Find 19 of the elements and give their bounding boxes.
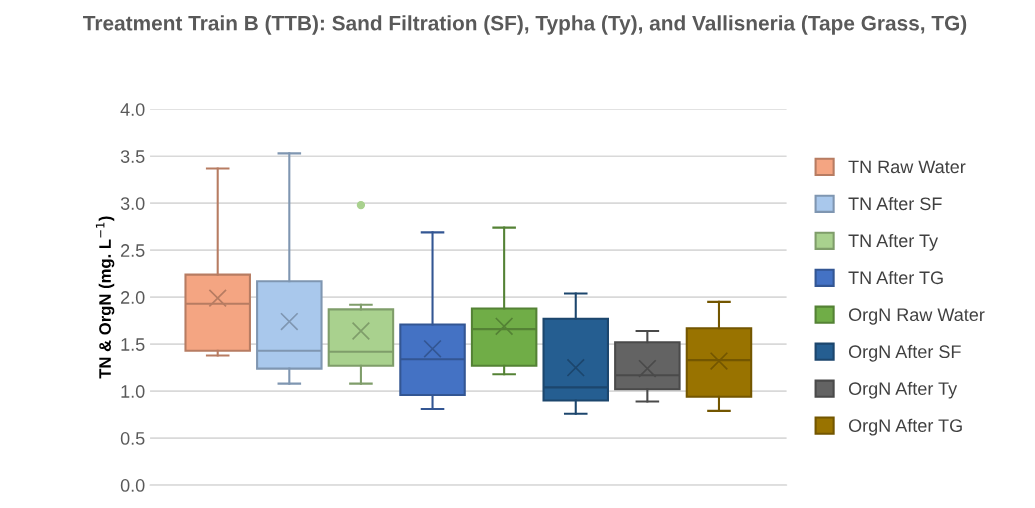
legend-label: OrgN After Ty [848,381,958,399]
y-tick-label: 0.0 [120,479,145,492]
y-tick-label: 0.5 [120,432,145,445]
y-tick-label: 3.0 [120,197,145,210]
y-tick-label: 1.0 [121,385,145,398]
legend-label: TN After Ty [848,233,939,251]
y-tick-label: 4.0 [120,103,145,116]
legend-label: OrgN After TG [848,418,962,436]
legend-label: TN After TG [848,270,943,285]
y-tick-label: 2.5 [121,244,145,257]
y-tick-label: 3.5 [120,150,145,163]
y-tick-label: 1.5 [121,338,145,351]
y-axis-title: TN & OrgN (mg. L$^{−1}$) [95,216,115,379]
chart-title: Treatment Train B (TTB): Sand Filtration (SF), Typha (Ty), and Vallisneria (Tape Grass, TG) [83,15,967,35]
legend-label: OrgN After SF [848,344,961,362]
legend-label: OrgN Raw Water [848,308,985,325]
legend-label: TN Raw Water [848,160,966,174]
legend-label: TN After SF [848,196,942,211]
y-tick-label: 2.0 [121,291,145,304]
